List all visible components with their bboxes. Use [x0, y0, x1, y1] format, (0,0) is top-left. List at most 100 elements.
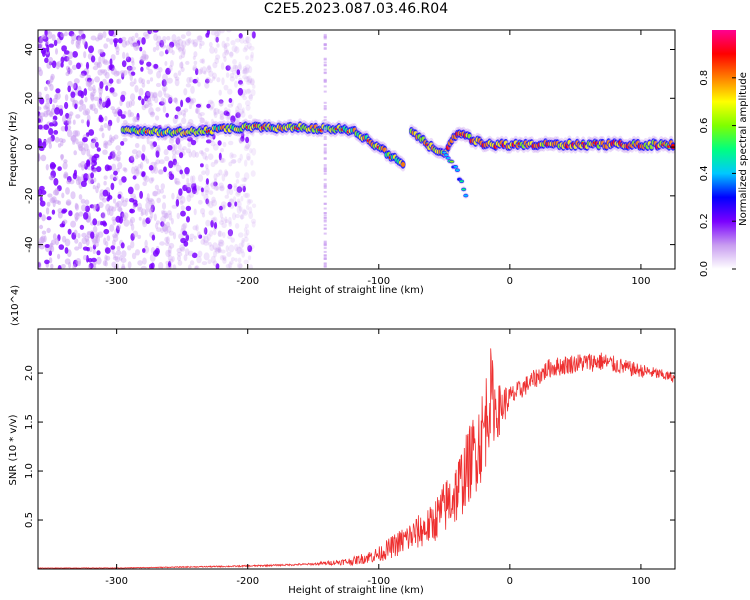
noise-speckle — [129, 81, 135, 87]
noise-speckle — [119, 70, 126, 75]
noise-speckle — [242, 75, 248, 80]
streak-speckle — [323, 214, 327, 217]
noise-speckle — [205, 139, 212, 144]
noise-speckle — [44, 86, 48, 92]
noise-speckle — [233, 64, 239, 71]
noise-speckle — [84, 108, 91, 116]
noise-speckle — [162, 98, 167, 106]
noise-speckle — [137, 163, 142, 169]
noise-speckle — [144, 103, 148, 109]
noise-speckle — [248, 211, 254, 220]
noise-speckle — [130, 66, 137, 71]
noise-speckle — [218, 169, 223, 176]
noise-speckle — [195, 103, 202, 108]
noise-speckle — [130, 57, 135, 64]
noise-speckle — [243, 227, 248, 233]
noise-speckle — [236, 186, 243, 193]
noise-speckle — [156, 144, 161, 153]
noise-speckle — [150, 202, 154, 211]
noise-speckle — [127, 36, 134, 45]
noise-speckle — [102, 101, 107, 108]
noise-speckle — [92, 65, 99, 71]
noise-speckle — [151, 94, 156, 102]
noise-speckle — [95, 234, 99, 239]
noise-speckle — [54, 136, 60, 143]
noise-speckle — [213, 173, 218, 181]
noise-speckle — [79, 99, 84, 107]
noise-speckle — [112, 234, 119, 242]
noise-speckle — [245, 100, 251, 107]
noise-speckle — [106, 235, 111, 242]
noise-speckle — [67, 85, 71, 93]
noise-speckle — [218, 239, 224, 244]
noise-speckle — [112, 256, 119, 261]
noise-speckle — [95, 141, 99, 148]
noise-speckle — [203, 227, 207, 234]
noise-speckle — [130, 193, 137, 199]
noise-speckle — [160, 227, 165, 234]
noise-speckle — [211, 196, 216, 203]
noise-speckle — [234, 201, 238, 207]
noise-speckle — [237, 257, 242, 263]
noise-speckle — [55, 88, 61, 94]
noise-speckle — [250, 79, 255, 86]
noise-speckle — [220, 158, 226, 163]
noise-speckle — [244, 67, 249, 75]
noise-speckle — [171, 256, 175, 262]
noise-speckle — [132, 41, 137, 48]
noise-speckle — [228, 262, 233, 269]
streak-speckle — [323, 178, 327, 181]
streak-speckle — [323, 240, 327, 243]
noise-speckle — [204, 147, 210, 152]
noise-speckle — [181, 172, 186, 180]
x-tick-label: 100 — [631, 276, 650, 287]
noise-speckle — [116, 224, 122, 231]
noise-speckle — [187, 141, 192, 148]
noise-speckle — [99, 49, 104, 54]
noise-speckle — [121, 199, 128, 207]
noise-speckle — [78, 100, 84, 105]
noise-speckle — [96, 220, 100, 227]
noise-speckle — [77, 90, 84, 97]
noise-speckle — [226, 36, 230, 42]
noise-speckle — [163, 166, 167, 173]
noise-speckle — [177, 70, 182, 76]
noise-speckle — [86, 159, 91, 166]
noise-speckle — [212, 143, 219, 151]
noise-speckle — [132, 230, 139, 238]
noise-speckle — [124, 40, 131, 46]
noise-speckle — [174, 114, 179, 119]
noise-speckle — [93, 107, 99, 115]
noise-speckle — [211, 76, 216, 81]
noise-speckle — [167, 95, 173, 102]
noise-speckle — [145, 158, 150, 164]
noise-speckle — [81, 232, 87, 238]
noise-speckle — [146, 65, 150, 70]
noise-speckle — [127, 65, 131, 74]
noise-speckle — [146, 79, 151, 85]
noise-speckle — [127, 186, 134, 195]
noise-speckle — [139, 161, 144, 170]
noise-speckle — [207, 64, 212, 71]
noise-speckle — [184, 167, 190, 175]
noise-speckle — [217, 243, 221, 251]
streak-speckle — [323, 232, 327, 235]
noise-speckle — [151, 234, 156, 241]
spectrogram-marks — [38, 30, 675, 269]
noise-speckle — [115, 250, 122, 256]
noise-speckle — [48, 128, 54, 136]
noise-speckle — [121, 250, 127, 258]
noise-speckle — [94, 76, 100, 83]
noise-speckle — [180, 99, 184, 108]
noise-speckle — [39, 196, 43, 203]
noise-speckle — [171, 149, 177, 156]
noise-speckle — [149, 199, 155, 207]
noise-speckle — [52, 119, 56, 124]
streak-speckle — [323, 129, 327, 132]
noise-speckle — [208, 70, 214, 77]
noise-speckle — [88, 154, 93, 162]
noise-speckle — [75, 35, 82, 41]
noise-speckle — [115, 70, 121, 76]
noise-speckle — [139, 59, 144, 65]
noise-speckle — [117, 106, 121, 112]
